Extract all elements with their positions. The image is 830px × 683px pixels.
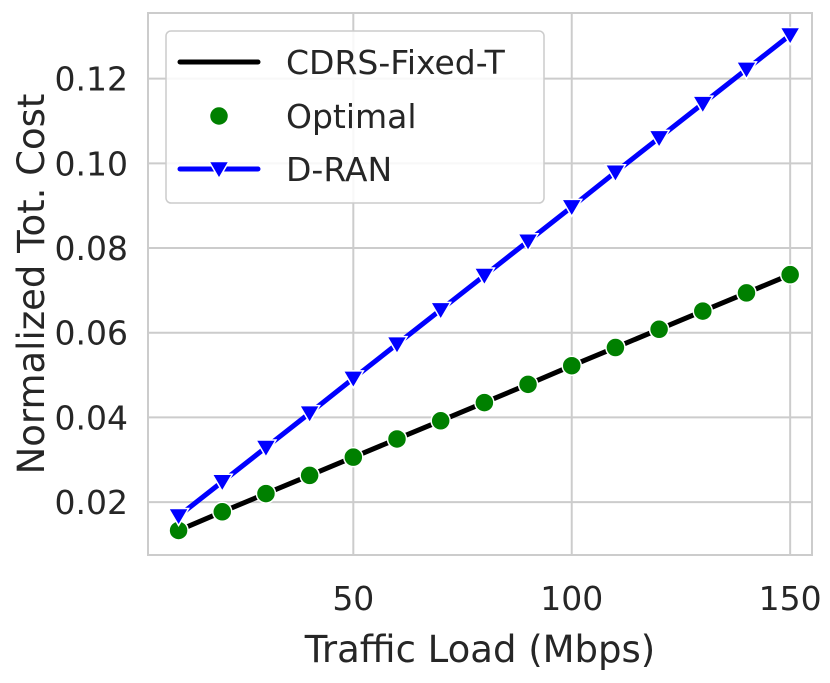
- x-tick-label: 50: [332, 579, 374, 618]
- data-point: [430, 410, 451, 432]
- data-point: [516, 232, 540, 253]
- data-point: [210, 473, 234, 493]
- x-axis-title: Traffic Load (Mbps): [304, 628, 656, 671]
- y-tick-label: 0.12: [55, 60, 128, 99]
- series-optimal: [168, 264, 801, 541]
- legend-label: CDRS-Fixed-T: [286, 43, 506, 82]
- data-point: [299, 465, 320, 486]
- data-point: [647, 129, 671, 149]
- legend-label: D-RAN: [286, 150, 392, 189]
- y-tick-label: 0.08: [55, 229, 128, 268]
- data-point: [604, 163, 627, 184]
- legend-marker: [208, 105, 230, 127]
- data-point: [212, 501, 233, 523]
- data-point: [561, 355, 582, 376]
- y-tick-label: 0.04: [55, 398, 128, 437]
- series-layer: [167, 26, 802, 541]
- tick-labels: 50 100 150 0.02 0.04 0.06 0.08 0.10 0.12: [55, 60, 822, 618]
- data-point: [429, 301, 452, 321]
- data-point: [255, 483, 277, 504]
- legend-box: [165, 30, 545, 204]
- data-point: [605, 337, 626, 358]
- data-point: [473, 267, 496, 287]
- data-point: [692, 300, 714, 322]
- data-point: [560, 198, 584, 218]
- data-point: [298, 404, 321, 425]
- data-point: [386, 428, 408, 450]
- data-point: [735, 61, 758, 81]
- data-point: [385, 335, 409, 356]
- legend: CDRS-Fixed-T Optimal D-RAN: [165, 30, 545, 204]
- data-point: [343, 446, 364, 468]
- data-point: [254, 439, 278, 459]
- series-d-ran: [167, 26, 802, 528]
- x-tick-label: 100: [540, 579, 603, 618]
- data-point: [648, 319, 670, 340]
- y-tick-label: 0.10: [55, 144, 128, 183]
- y-tick-label: 0.06: [55, 314, 128, 353]
- y-tick-label: 0.02: [55, 483, 128, 522]
- y-axis-title: Normalized Tot. Cost: [10, 94, 53, 475]
- data-point: [342, 370, 365, 390]
- data-point: [691, 95, 715, 115]
- data-point: [736, 282, 757, 304]
- data-point: [778, 26, 802, 46]
- x-tick-label: 150: [759, 579, 822, 618]
- data-point: [474, 392, 495, 413]
- data-point: [517, 374, 539, 395]
- data-point: [167, 507, 190, 528]
- legend-marker: [207, 160, 231, 180]
- legend-label: Optimal: [286, 97, 417, 136]
- plot-frame: [147, 12, 813, 556]
- data-point: [779, 264, 801, 285]
